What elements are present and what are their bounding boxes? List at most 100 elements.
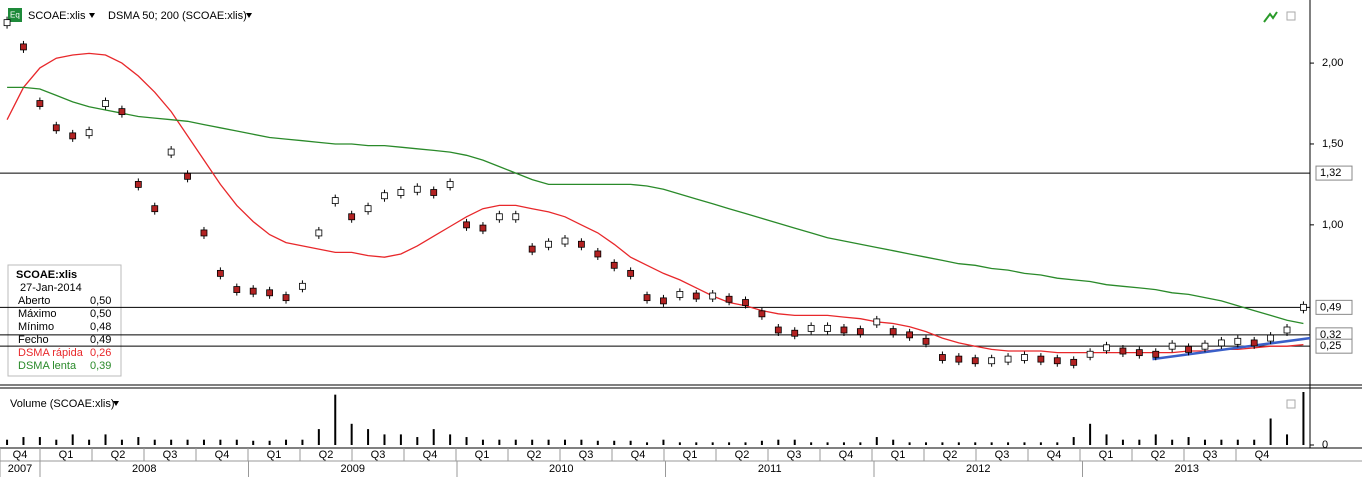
volume-bar: [941, 442, 944, 445]
volume-bar: [432, 429, 435, 445]
volume-bar: [957, 442, 960, 445]
volume-bar: [810, 442, 813, 445]
candle: [266, 289, 274, 297]
candle: [791, 329, 799, 337]
candle: [1234, 337, 1242, 345]
info-label: Mínimo: [18, 321, 54, 333]
candle: [1070, 358, 1078, 366]
volume-bar: [728, 442, 731, 445]
quarter-label: Q1: [1099, 449, 1114, 461]
volume-bar: [842, 442, 845, 445]
info-value: 0,49: [90, 334, 111, 346]
volume-bar: [662, 439, 665, 445]
dropdown-arrow[interactable]: [113, 401, 119, 406]
level-label: 0,25: [1320, 340, 1341, 352]
quarter-label: Q2: [319, 449, 334, 461]
candle: [709, 292, 717, 300]
volume-bar: [908, 442, 911, 445]
volume-bar: [449, 434, 452, 445]
volume-bar: [1056, 442, 1059, 445]
candle: [1119, 347, 1127, 355]
volume-bar: [859, 442, 862, 445]
quarter-label: Q4: [423, 449, 438, 461]
window-button[interactable]: [1286, 399, 1296, 409]
volume-bar: [383, 434, 386, 445]
symbol-icon[interactable]: [8, 8, 22, 22]
quarter-label: Q4: [1255, 449, 1270, 461]
candle: [479, 224, 487, 232]
candle: [348, 213, 356, 221]
info-box: [7, 264, 122, 377]
candle: [381, 192, 388, 200]
candle: [1152, 350, 1160, 358]
candle: [660, 297, 667, 305]
volume-bar: [317, 429, 320, 445]
volume-bar: [235, 439, 238, 445]
volume-bar: [1286, 434, 1289, 445]
candle: [200, 229, 208, 237]
volume-bar: [219, 439, 222, 445]
volume-bar: [1302, 392, 1305, 445]
volume-bar: [104, 434, 107, 445]
candle: [955, 355, 963, 363]
level-label-box: [1315, 165, 1353, 181]
year-label: 2008: [132, 463, 156, 475]
level-label: 0,32: [1320, 329, 1341, 341]
volume-bar: [1203, 439, 1206, 445]
y-tick-label: 0: [1322, 439, 1328, 451]
candle: [1168, 342, 1176, 350]
candle: [1283, 326, 1291, 334]
candle: [676, 291, 684, 298]
volume-bar: [71, 434, 74, 445]
volume-bar: [646, 442, 649, 445]
level-label-box: [1315, 299, 1353, 315]
quarter-label: Q4: [215, 449, 230, 461]
year-label: 2012: [966, 463, 990, 475]
candle: [36, 100, 44, 107]
candle: [20, 43, 27, 51]
volume-bar: [1236, 439, 1239, 445]
volume-bar: [170, 439, 173, 445]
candle: [216, 269, 224, 277]
candle: [463, 221, 470, 229]
symbol-menu[interactable]: SCOAE:xlis: [28, 10, 86, 22]
volume-bar: [1121, 439, 1124, 445]
dropdown-arrow[interactable]: [89, 13, 95, 18]
candle: [184, 172, 191, 180]
candle: [856, 328, 864, 336]
volume-bar: [826, 442, 829, 445]
info-value: 0,50: [90, 295, 111, 307]
volume-bar: [1007, 442, 1010, 445]
candle: [578, 240, 585, 248]
quarter-label: Q4: [1047, 449, 1062, 461]
volume-bar: [252, 440, 255, 445]
volume-bar: [1220, 439, 1223, 445]
volume-menu[interactable]: Volume (SCOAE:xlis): [10, 398, 115, 410]
year-label: 2009: [341, 463, 365, 475]
candle: [397, 189, 405, 196]
candle: [249, 287, 257, 295]
year-label: 2007: [8, 463, 32, 475]
dropdown-arrow[interactable]: [246, 13, 252, 18]
volume-bar: [285, 439, 288, 445]
quarter-label: Q3: [371, 449, 386, 461]
volume-bar: [55, 439, 58, 445]
year-label: 2013: [1175, 463, 1199, 475]
volume-bar: [334, 394, 337, 445]
candle: [151, 205, 159, 213]
candle: [1300, 303, 1307, 311]
candle: [873, 318, 881, 326]
trend-icon[interactable]: [1263, 11, 1278, 23]
candle: [1201, 342, 1209, 350]
candle: [758, 310, 766, 318]
info-label: DSMA rápida: [18, 347, 84, 359]
moving-average-line: [7, 86, 1304, 325]
indicator-menu[interactable]: DSMA 50; 200 (SCOAE:xlis): [108, 10, 247, 22]
candle: [233, 286, 241, 293]
candle: [528, 245, 536, 253]
window-button[interactable]: [1286, 11, 1296, 21]
info-symbol: SCOAE:xlis: [16, 269, 77, 281]
candle: [1021, 354, 1028, 361]
volume-bar: [711, 442, 714, 445]
